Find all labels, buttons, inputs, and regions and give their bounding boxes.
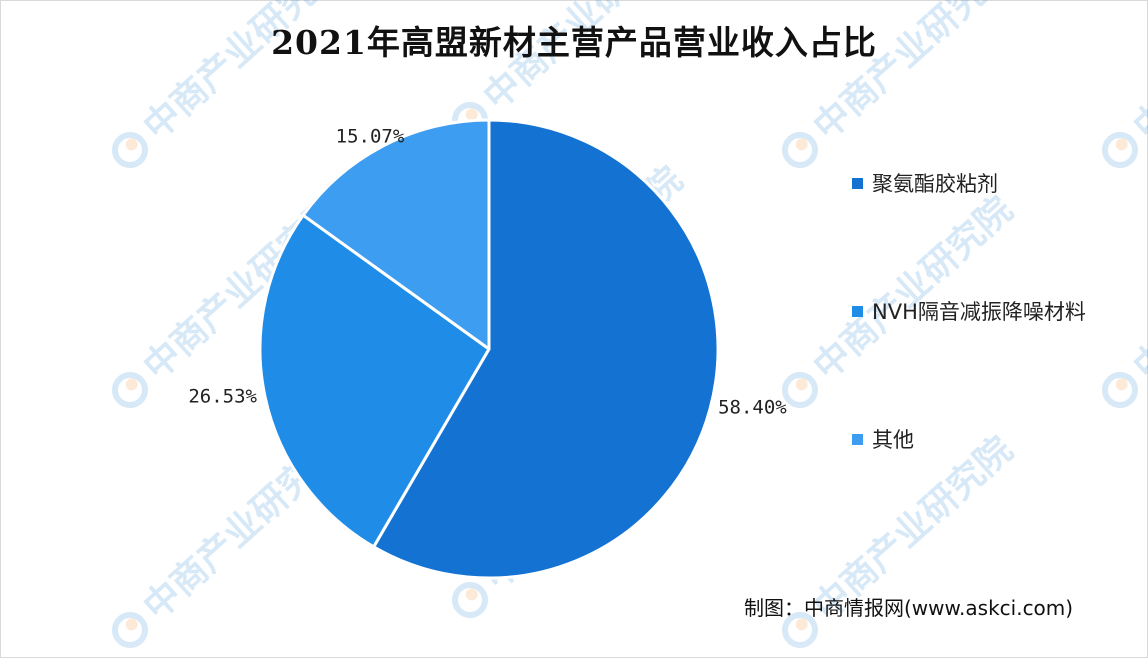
slice-data-label: 15.07% [336,125,405,147]
pie-slice [258,213,491,549]
legend-item: 聚氨酯胶粘剂 [852,168,998,198]
legend-item: NVH隔音减振降噪材料 [852,296,1086,326]
legend-swatch [852,305,863,317]
legend-swatch [852,177,863,189]
pie-slice [301,118,491,351]
legend-label: NVH隔音减振降噪材料 [872,300,1086,324]
legend-label: 其他 [872,428,914,452]
source-note: 制图：中商情报网(www.askci.com) [744,596,1074,620]
slice-data-label: 58.40% [718,397,787,419]
legend-swatch [852,433,863,445]
pie-slice [372,118,720,580]
slice-data-label: 26.53% [188,386,257,408]
legend-label: 聚氨酯胶粘剂 [872,172,998,196]
legend-item: 其他 [852,424,914,454]
chart-title: 2021年高盟新材主营产品营业收入占比 [271,23,877,62]
